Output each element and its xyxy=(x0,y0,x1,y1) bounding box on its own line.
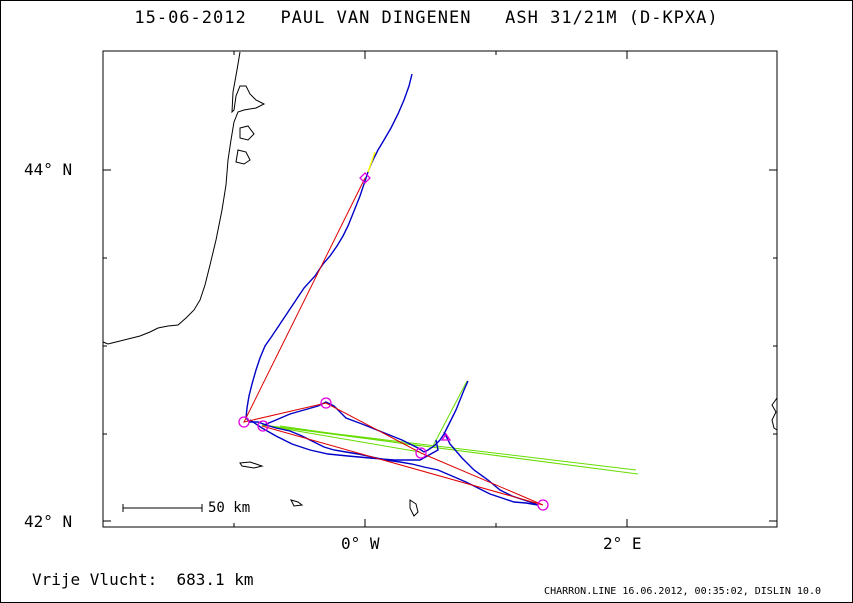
turnpoint-marker xyxy=(238,416,250,428)
y-axis-label-42n: 42° N xyxy=(24,512,73,531)
coastline xyxy=(102,51,778,517)
start-point-marker xyxy=(359,172,371,184)
x-axis-label-2e: 2° E xyxy=(603,534,642,553)
program-info: CHARRON.LINE 16.06.2012, 00:35:02, DISLI… xyxy=(544,586,821,597)
track-highlight xyxy=(367,151,376,173)
turnpoints xyxy=(238,172,549,511)
distance-label: Vrije Vlucht: xyxy=(32,570,158,589)
distance-value: 683.1 km xyxy=(176,570,254,589)
y-axis-label-44n: 44° N xyxy=(24,160,73,179)
pilot-name: PAUL VAN DINGENEN xyxy=(280,8,472,28)
flight-date: 15-06-2012 xyxy=(134,8,247,28)
glider-name: ASH 31/21M (D-KPXA) xyxy=(505,8,719,28)
turnpoint-marker xyxy=(537,499,549,511)
turnpoint-marker xyxy=(320,397,332,409)
turnpoint-marker xyxy=(257,420,269,432)
plot-area xyxy=(102,50,778,528)
scored-legs xyxy=(243,177,544,506)
flight-title: 15-06-2012 PAUL VAN DINGENEN ASH 31/21M … xyxy=(0,8,853,28)
axis-ticks xyxy=(103,51,777,527)
scale-bar-label: 50 km xyxy=(208,500,251,516)
alternative-legs xyxy=(261,380,639,475)
finish-point-marker xyxy=(440,432,452,441)
x-axis-label-0w: 0° W xyxy=(341,534,380,553)
scale-bar xyxy=(122,504,203,512)
distance-summary: Vrije Vlucht: 683.1 km xyxy=(32,570,254,589)
turnpoint-marker xyxy=(415,447,427,459)
